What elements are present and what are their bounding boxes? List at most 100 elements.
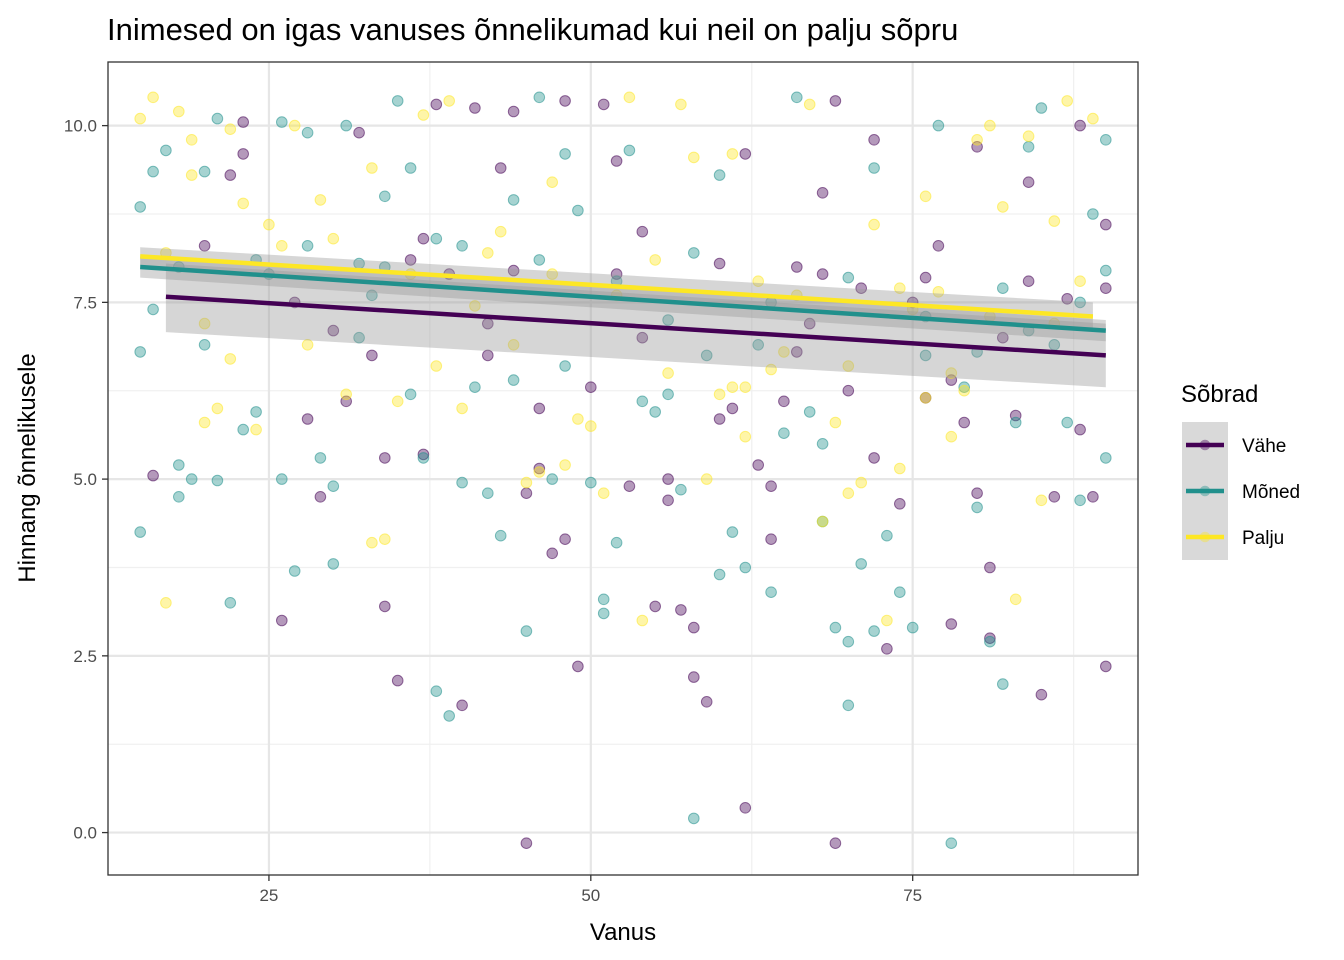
data-point bbox=[868, 625, 880, 637]
data-point bbox=[700, 473, 713, 485]
data-point bbox=[829, 95, 842, 107]
data-point bbox=[276, 473, 288, 485]
data-point bbox=[649, 600, 662, 613]
data-point bbox=[559, 148, 571, 160]
panel-border bbox=[107, 61, 1139, 876]
data-point bbox=[958, 381, 971, 394]
data-point bbox=[752, 459, 765, 471]
data-point bbox=[391, 395, 404, 408]
data-point bbox=[791, 346, 803, 358]
data-point bbox=[211, 474, 224, 487]
x-axis-title: Vanus bbox=[590, 919, 656, 946]
data-point bbox=[147, 165, 159, 178]
data-point bbox=[469, 381, 481, 394]
data-point bbox=[919, 392, 932, 404]
legend-item: Vähe bbox=[1182, 422, 1286, 468]
data-point bbox=[1074, 423, 1086, 436]
data-point bbox=[482, 247, 494, 259]
data-point bbox=[301, 126, 314, 139]
legend-key-point bbox=[1199, 485, 1211, 497]
data-point bbox=[688, 247, 700, 259]
data-point bbox=[971, 134, 983, 146]
data-point bbox=[276, 116, 288, 128]
data-point bbox=[636, 395, 649, 408]
y-axis: 0.0 2.5 5.0 7.5 10.0 bbox=[64, 117, 108, 843]
data-point bbox=[675, 98, 687, 111]
data-point bbox=[404, 162, 417, 174]
data-point bbox=[533, 254, 546, 266]
data-point bbox=[713, 257, 726, 270]
data-point bbox=[366, 536, 378, 549]
data-point bbox=[456, 699, 468, 712]
data-point bbox=[816, 515, 829, 528]
data-point bbox=[842, 360, 855, 372]
data-point bbox=[198, 165, 211, 178]
data-point bbox=[417, 109, 430, 121]
data-point bbox=[1100, 264, 1112, 277]
data-point bbox=[636, 614, 649, 627]
data-point bbox=[752, 275, 765, 288]
data-point bbox=[662, 314, 674, 326]
data-point bbox=[301, 413, 314, 425]
data-point bbox=[713, 169, 726, 181]
legend-label: Vähe bbox=[1242, 436, 1286, 457]
data-point bbox=[173, 491, 185, 503]
data-point bbox=[1035, 688, 1048, 701]
data-point bbox=[791, 91, 803, 104]
data-point bbox=[688, 671, 700, 683]
data-point bbox=[559, 95, 571, 107]
legend-label: Palju bbox=[1242, 528, 1284, 549]
data-point bbox=[301, 339, 314, 351]
y-tick-label: 10.0 bbox=[64, 117, 97, 136]
data-point bbox=[276, 614, 288, 627]
y-tick-label: 7.5 bbox=[73, 293, 97, 312]
data-point bbox=[456, 402, 468, 415]
data-point bbox=[417, 452, 430, 464]
data-point bbox=[1035, 494, 1048, 507]
data-point bbox=[327, 558, 340, 570]
data-point bbox=[984, 635, 996, 648]
data-point bbox=[842, 635, 855, 648]
legend: Sõbrad Vähe Mõned Palju bbox=[1181, 381, 1300, 560]
data-point bbox=[597, 593, 610, 606]
data-point bbox=[894, 462, 906, 475]
data-point bbox=[533, 462, 546, 475]
x-tick-label: 50 bbox=[581, 886, 600, 905]
data-point bbox=[494, 162, 507, 174]
data-point bbox=[1009, 416, 1022, 429]
data-point bbox=[224, 169, 237, 181]
data-point bbox=[198, 416, 211, 429]
data-point bbox=[1022, 176, 1035, 188]
data-point bbox=[610, 155, 623, 167]
data-point bbox=[662, 367, 674, 379]
data-point bbox=[546, 176, 559, 188]
data-point bbox=[134, 201, 146, 213]
data-point bbox=[945, 618, 958, 630]
data-point bbox=[997, 282, 1009, 295]
y-axis-title: Hinnang õnnelikusele bbox=[14, 353, 41, 583]
trend-line bbox=[165, 294, 1106, 358]
data-point bbox=[250, 406, 262, 418]
data-point bbox=[391, 95, 404, 107]
data-point bbox=[726, 148, 739, 160]
data-point bbox=[340, 388, 353, 401]
y-tick-label: 0.0 bbox=[73, 824, 97, 843]
data-point bbox=[855, 476, 868, 489]
data-point bbox=[675, 604, 687, 616]
data-point bbox=[765, 533, 777, 546]
data-point bbox=[945, 367, 958, 379]
data-point bbox=[739, 430, 752, 443]
data-point bbox=[700, 349, 713, 362]
data-point bbox=[198, 317, 211, 330]
points-layer bbox=[134, 91, 1112, 850]
y-tick-label: 2.5 bbox=[73, 647, 97, 666]
data-point bbox=[984, 119, 996, 132]
data-point bbox=[803, 317, 816, 330]
data-point bbox=[662, 494, 674, 507]
data-point bbox=[430, 232, 443, 245]
data-point bbox=[623, 91, 636, 104]
data-point bbox=[997, 678, 1009, 690]
data-point bbox=[636, 331, 649, 344]
data-point bbox=[1100, 282, 1112, 295]
